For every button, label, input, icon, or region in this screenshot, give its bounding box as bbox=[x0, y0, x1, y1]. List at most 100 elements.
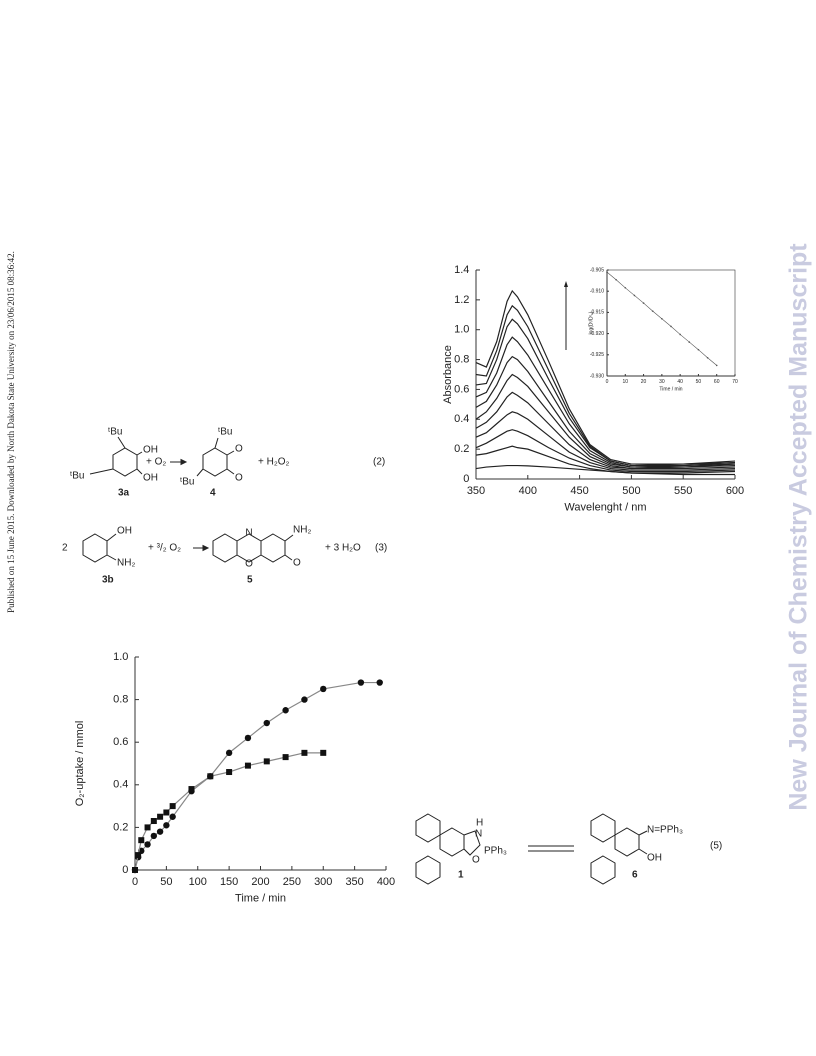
label: ᵗBu bbox=[70, 471, 84, 482]
y-tick-label: -0.915 bbox=[590, 310, 604, 316]
ring bbox=[439, 827, 465, 857]
point bbox=[706, 356, 709, 359]
point bbox=[651, 310, 654, 312]
bond bbox=[117, 436, 126, 449]
point bbox=[615, 278, 617, 281]
ring bbox=[590, 855, 616, 885]
y-tick-label: 0.8 bbox=[454, 353, 469, 365]
x-tick-label: 350 bbox=[467, 485, 485, 497]
x-tick-label: 450 bbox=[570, 485, 588, 497]
label: 1 bbox=[458, 870, 464, 881]
series-line bbox=[475, 289, 736, 465]
ring bbox=[415, 813, 441, 843]
point bbox=[226, 769, 233, 776]
point bbox=[244, 734, 252, 742]
ring bbox=[463, 830, 481, 856]
point bbox=[282, 707, 289, 714]
x-tick-label: 550 bbox=[674, 485, 692, 497]
point bbox=[144, 824, 151, 831]
y-axis-label: Absorbance bbox=[442, 345, 454, 404]
x-tick-label: 60 bbox=[714, 379, 720, 385]
bond bbox=[136, 451, 143, 456]
point bbox=[169, 813, 176, 820]
equation-3: 2 OH NH₂ 3b + ³/₂ O₂ N O NH₂ O 5 + 3 H₂O… bbox=[62, 525, 387, 586]
x-tick-label: 30 bbox=[659, 379, 665, 385]
series-line bbox=[475, 336, 736, 468]
bond bbox=[196, 468, 204, 477]
ring bbox=[202, 447, 228, 477]
label: OH bbox=[143, 445, 158, 456]
series-line bbox=[475, 304, 736, 467]
label: N bbox=[245, 528, 252, 539]
y-tick-label: -0.905 bbox=[590, 267, 604, 273]
bond bbox=[284, 534, 294, 542]
bond bbox=[136, 468, 143, 475]
y-tick-label: 1.2 bbox=[454, 294, 469, 306]
label: PPh₃ bbox=[484, 846, 507, 857]
label: + O₂ bbox=[146, 457, 166, 468]
y-tick-label: -0.920 bbox=[590, 331, 604, 337]
y-tick-label: 0.2 bbox=[113, 821, 128, 833]
label: 5 bbox=[247, 575, 253, 586]
x-tick-label: 50 bbox=[160, 876, 172, 888]
label: ᵗBu bbox=[180, 477, 194, 488]
point bbox=[606, 271, 608, 273]
label: (2) bbox=[373, 457, 385, 468]
x-tick-label: 20 bbox=[641, 379, 647, 385]
point bbox=[132, 867, 138, 873]
arrowhead bbox=[564, 281, 568, 287]
x-tick-label: 70 bbox=[732, 379, 738, 385]
point bbox=[320, 749, 327, 756]
x-tick-label: 600 bbox=[726, 485, 744, 497]
x-axis-label: Wavelenght / nm bbox=[564, 502, 646, 514]
bond bbox=[89, 468, 114, 475]
x-tick-label: 350 bbox=[345, 876, 363, 888]
x-tick-label: 150 bbox=[220, 876, 238, 888]
y-tick-label: -0.925 bbox=[590, 352, 604, 358]
point bbox=[633, 294, 636, 297]
point bbox=[144, 841, 151, 848]
label: 6 bbox=[632, 870, 638, 881]
series-line bbox=[475, 429, 736, 473]
point bbox=[150, 818, 157, 825]
bond bbox=[284, 554, 293, 561]
label: + ³/₂ O₂ bbox=[148, 543, 181, 554]
label: 2 bbox=[62, 543, 68, 554]
label: ᵗBu bbox=[108, 427, 122, 438]
point bbox=[670, 325, 672, 328]
ring bbox=[212, 533, 238, 563]
label: ᵗBu bbox=[218, 427, 232, 438]
point bbox=[263, 719, 270, 727]
y-tick-label: 0.2 bbox=[454, 443, 469, 455]
y-tick-label: 1.0 bbox=[454, 324, 469, 336]
label: N=PPh₃ bbox=[647, 825, 683, 836]
y-tick-label: -0.930 bbox=[590, 373, 604, 379]
x-tick-label: 40 bbox=[677, 379, 683, 385]
plot-frame bbox=[606, 269, 736, 377]
y-tick-label: 0 bbox=[122, 864, 128, 876]
y-tick-label: 0.6 bbox=[113, 736, 128, 748]
bond bbox=[226, 450, 235, 456]
point bbox=[207, 773, 214, 780]
equation-5: H N PPh₃ O 1 N=PPh₃ OH 6 (5) bbox=[415, 813, 722, 885]
y-axis-label: log(Dᵗ/Dᵗ₀) bbox=[588, 311, 594, 334]
point bbox=[244, 762, 251, 769]
x-tick-label: 100 bbox=[189, 876, 207, 888]
x-tick-label: 500 bbox=[622, 485, 640, 497]
y-tick-label: 1.0 bbox=[113, 651, 128, 663]
point bbox=[688, 341, 691, 343]
point bbox=[697, 348, 700, 351]
series-line bbox=[475, 445, 736, 474]
x-tick-label: 400 bbox=[519, 485, 537, 497]
label: O bbox=[293, 558, 301, 569]
label: 3b bbox=[102, 575, 114, 586]
x-tick-label: 0 bbox=[132, 876, 138, 888]
equation-2: ᵗBu OH OH ᵗBu 3a + O₂ ᵗBu O O ᵗBu 4 + H₂… bbox=[70, 427, 385, 499]
point bbox=[301, 696, 308, 703]
ring bbox=[82, 533, 108, 563]
x-tick-label: 250 bbox=[283, 876, 301, 888]
side-text: Published on 15 June 2015. Downloaded by… bbox=[6, 251, 16, 613]
label: N bbox=[475, 829, 482, 840]
bond bbox=[638, 848, 648, 855]
series-line bbox=[475, 373, 736, 470]
